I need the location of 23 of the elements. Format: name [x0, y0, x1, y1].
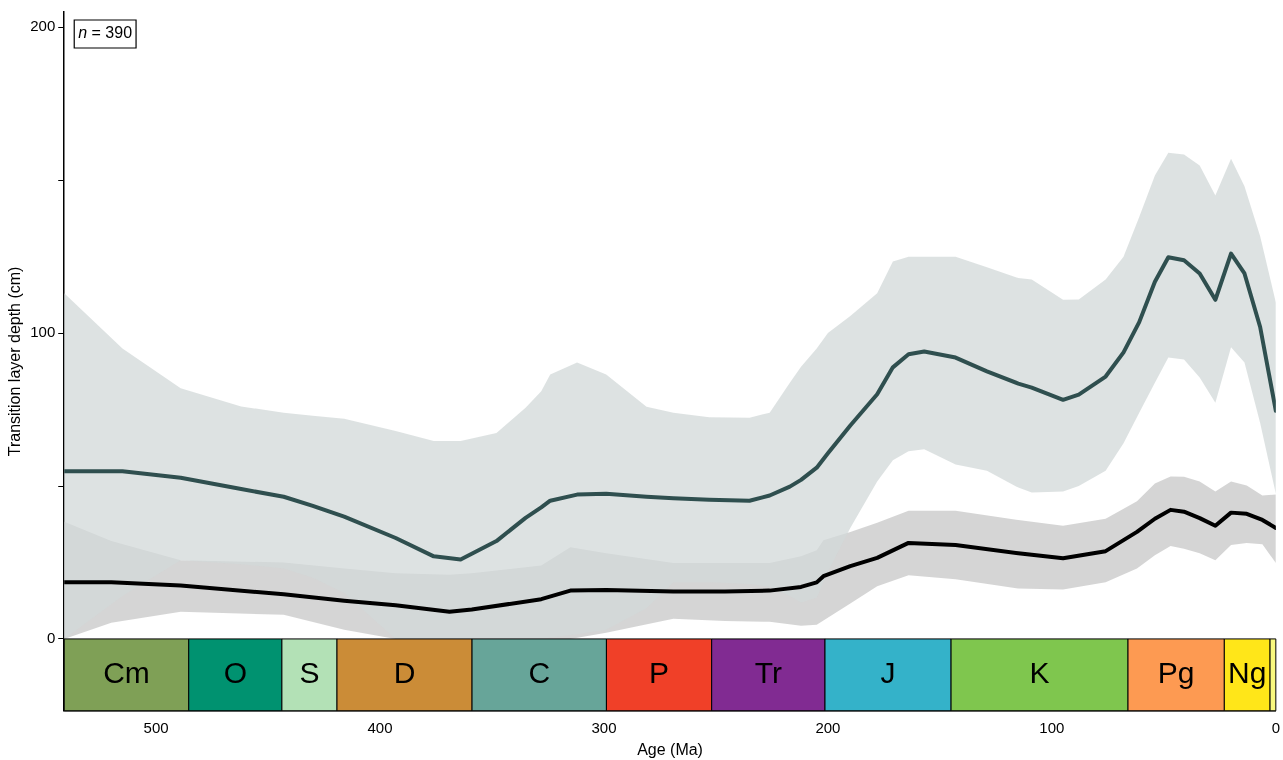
- band-label: Ng: [1228, 656, 1267, 690]
- band-label: Cm: [103, 656, 150, 690]
- x-tick-label: 0: [1271, 718, 1280, 736]
- x-axis-title: Age (Ma): [637, 740, 703, 758]
- band-label: O: [223, 656, 247, 690]
- x-tick-label: 400: [367, 718, 393, 736]
- x-tick-label: 300: [591, 718, 617, 736]
- y-tick-label: 0: [46, 629, 56, 647]
- x-tick-label: 100: [1039, 718, 1065, 736]
- band-label: D: [393, 656, 416, 690]
- x-tick-label: 500: [143, 718, 169, 736]
- y-tick-label: 200: [30, 17, 56, 35]
- band-label: Tr: [754, 656, 782, 690]
- band-label: Pg: [1157, 656, 1195, 690]
- y-tick-label: 100: [30, 323, 56, 341]
- x-tick-label: 200: [815, 718, 841, 736]
- annotation: n = 390: [78, 24, 133, 42]
- band-label: P: [649, 656, 670, 690]
- y-axis-title: Transition layer depth (cm): [6, 266, 24, 457]
- band-label: K: [1029, 656, 1050, 690]
- band-label: C: [528, 656, 551, 690]
- band-label: S: [299, 656, 320, 690]
- band-label: J: [880, 656, 896, 690]
